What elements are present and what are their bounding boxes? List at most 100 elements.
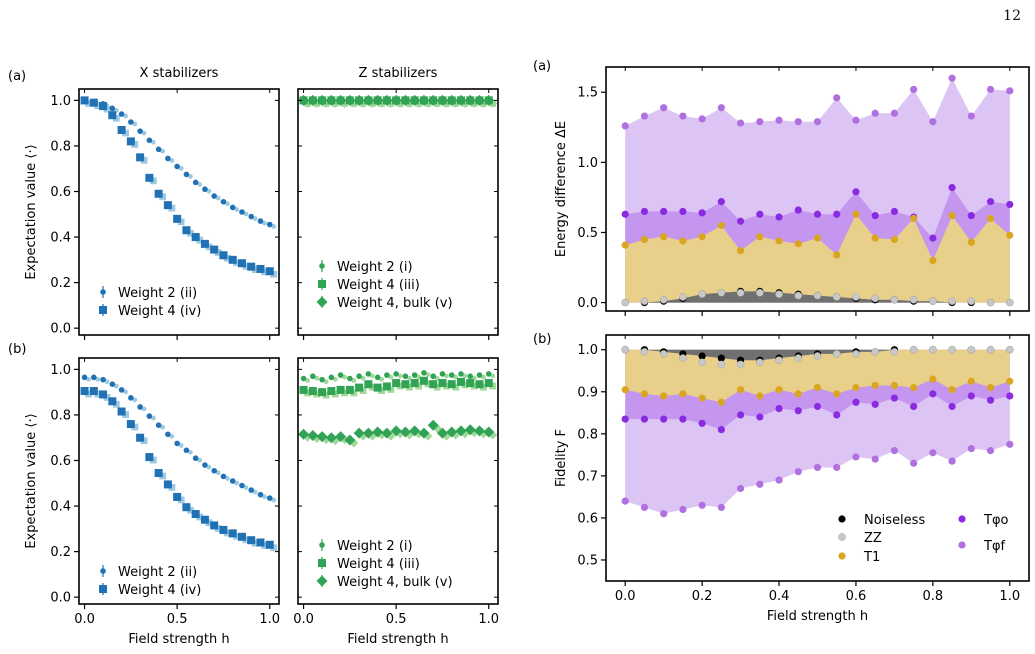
data-point <box>316 431 328 443</box>
data-point <box>775 356 783 365</box>
data-point <box>698 394 706 402</box>
x-tick-label: 0.5 <box>386 612 407 627</box>
data-point <box>813 210 822 218</box>
data-point <box>464 94 476 106</box>
data-point <box>756 210 764 218</box>
data-point <box>401 380 410 389</box>
data-point <box>660 415 668 423</box>
data-point-light <box>113 383 119 389</box>
data-point <box>852 453 860 461</box>
data-point <box>174 163 180 170</box>
data-point <box>948 386 956 394</box>
data-point <box>890 381 899 390</box>
data-point <box>300 375 307 382</box>
data-point <box>345 385 354 394</box>
data-point-light <box>123 389 128 395</box>
data-point <box>247 536 256 545</box>
data-point <box>640 112 649 120</box>
data-point <box>640 390 649 398</box>
data-point <box>211 193 217 199</box>
data-point <box>929 234 937 242</box>
data-point <box>679 237 687 245</box>
data-point <box>986 345 995 354</box>
data-point-light <box>169 433 175 439</box>
data-point-light <box>332 376 338 382</box>
panel-label: (b) <box>8 342 26 357</box>
data-point <box>1006 87 1014 95</box>
x-tick-label: 1.0 <box>478 612 499 627</box>
data-point <box>813 352 822 360</box>
data-point <box>986 383 995 392</box>
data-point-light <box>271 497 277 503</box>
data-point <box>813 118 822 126</box>
legend-label: Weight 2 (i) <box>337 539 413 554</box>
data-point <box>136 153 145 162</box>
data-point <box>756 413 764 421</box>
data-point <box>794 291 803 300</box>
y-tick-label: 0.4 <box>50 500 71 515</box>
legend-label: Weight 4 (iv) <box>118 583 201 598</box>
legend-marker <box>319 542 325 548</box>
data-point <box>717 104 725 112</box>
data-point-light <box>453 374 459 380</box>
data-point <box>986 85 995 94</box>
data-point <box>353 94 365 106</box>
legend-marker <box>100 568 106 574</box>
data-point <box>794 206 802 214</box>
data-point-light <box>262 494 267 500</box>
legend-marker <box>318 559 326 567</box>
data-point <box>660 207 668 216</box>
data-point <box>384 372 390 378</box>
data-point <box>948 345 956 354</box>
data-point <box>325 94 337 106</box>
data-point <box>308 387 317 396</box>
data-point <box>909 295 918 304</box>
data-point <box>455 425 467 437</box>
data-point-light <box>188 174 193 179</box>
data-point <box>381 427 393 439</box>
data-point-light <box>234 207 240 212</box>
data-point <box>438 379 447 388</box>
data-point-light <box>86 376 91 382</box>
data-point <box>200 239 209 248</box>
data-point <box>890 295 899 304</box>
data-point <box>967 297 976 305</box>
data-point <box>298 94 310 106</box>
data-point-light <box>360 375 366 381</box>
left_b_x-frame <box>78 357 280 605</box>
x-tick-label: 1.0 <box>999 589 1020 604</box>
data-point <box>155 422 162 428</box>
data-point <box>136 433 145 442</box>
data-point <box>183 171 190 178</box>
data-point-light <box>94 390 102 398</box>
data-point <box>909 345 918 354</box>
data-point <box>621 415 629 423</box>
data-point <box>163 201 172 210</box>
data-point <box>108 111 117 120</box>
data-point <box>299 385 308 394</box>
data-point <box>182 226 191 235</box>
right_b-panel: 0.0 0.2 0.4 0.6 0.8 1.0 0.5 0.6 0.7 0.8 0.9 1.0 Nois… <box>577 334 1030 604</box>
data-point <box>660 510 668 518</box>
data-point <box>1005 298 1014 307</box>
data-point <box>173 492 182 501</box>
data-point <box>427 419 439 431</box>
data-point <box>640 503 649 512</box>
legend-label: Tφf <box>983 539 1006 554</box>
data-point-light <box>215 470 221 476</box>
x-axis-label: Field strength h <box>347 632 448 647</box>
data-point <box>429 380 438 389</box>
data-point <box>393 371 399 377</box>
data-point <box>660 104 668 112</box>
data-point <box>736 119 745 127</box>
data-point <box>698 290 706 298</box>
data-point <box>910 459 918 467</box>
data-point <box>852 210 860 218</box>
data-point <box>640 207 649 216</box>
data-point <box>137 404 143 410</box>
data-point <box>399 94 411 106</box>
data-point <box>967 377 975 385</box>
data-point <box>948 457 956 465</box>
y-tick-label: 0.6 <box>577 511 598 526</box>
data-point <box>436 94 448 106</box>
